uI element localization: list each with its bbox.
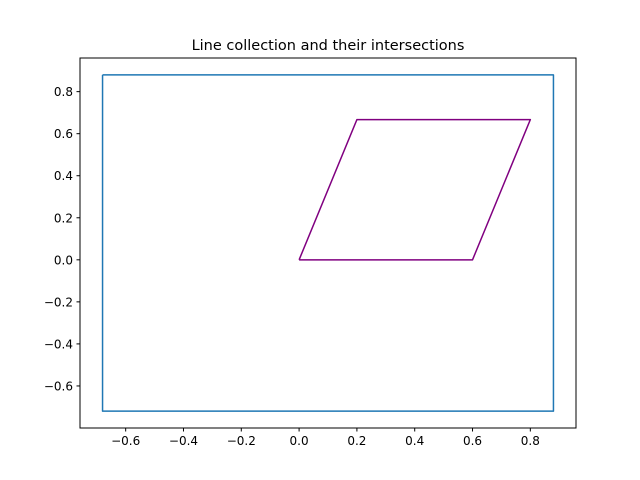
y-axis: −0.6 −0.4 −0.2 0.0 0.2 0.4 0.6 0.8 (44, 85, 80, 393)
x-tick-label: 0.2 (347, 434, 366, 448)
y-tick-label: 0.6 (54, 127, 73, 141)
y-tick-label: 0.0 (54, 253, 73, 267)
chart-title: Line collection and their intersections (192, 38, 465, 54)
series-line-1 (101, 74, 555, 412)
series-line-2 (298, 118, 532, 261)
y-tick-label: 0.4 (54, 169, 73, 183)
y-tick-label: −0.4 (44, 337, 73, 351)
x-tick-label: 0.6 (463, 434, 482, 448)
y-tick-label: 0.2 (54, 211, 73, 225)
x-tick-label: 0.8 (521, 434, 540, 448)
axes-frame (79, 57, 577, 429)
x-tick-label: −0.2 (227, 434, 256, 448)
x-tick-label: 0.4 (405, 434, 424, 448)
x-axis: −0.6 −0.4 −0.2 0.0 0.2 0.4 0.6 0.8 (111, 428, 540, 448)
plot-area (101, 74, 555, 412)
x-tick-label: −0.4 (169, 434, 198, 448)
y-tick-label: −0.6 (44, 379, 73, 393)
x-tick-label: −0.6 (111, 434, 140, 448)
y-tick-label: −0.2 (44, 295, 73, 309)
x-tick-label: 0.0 (290, 434, 309, 448)
y-tick-label: 0.8 (54, 85, 73, 99)
